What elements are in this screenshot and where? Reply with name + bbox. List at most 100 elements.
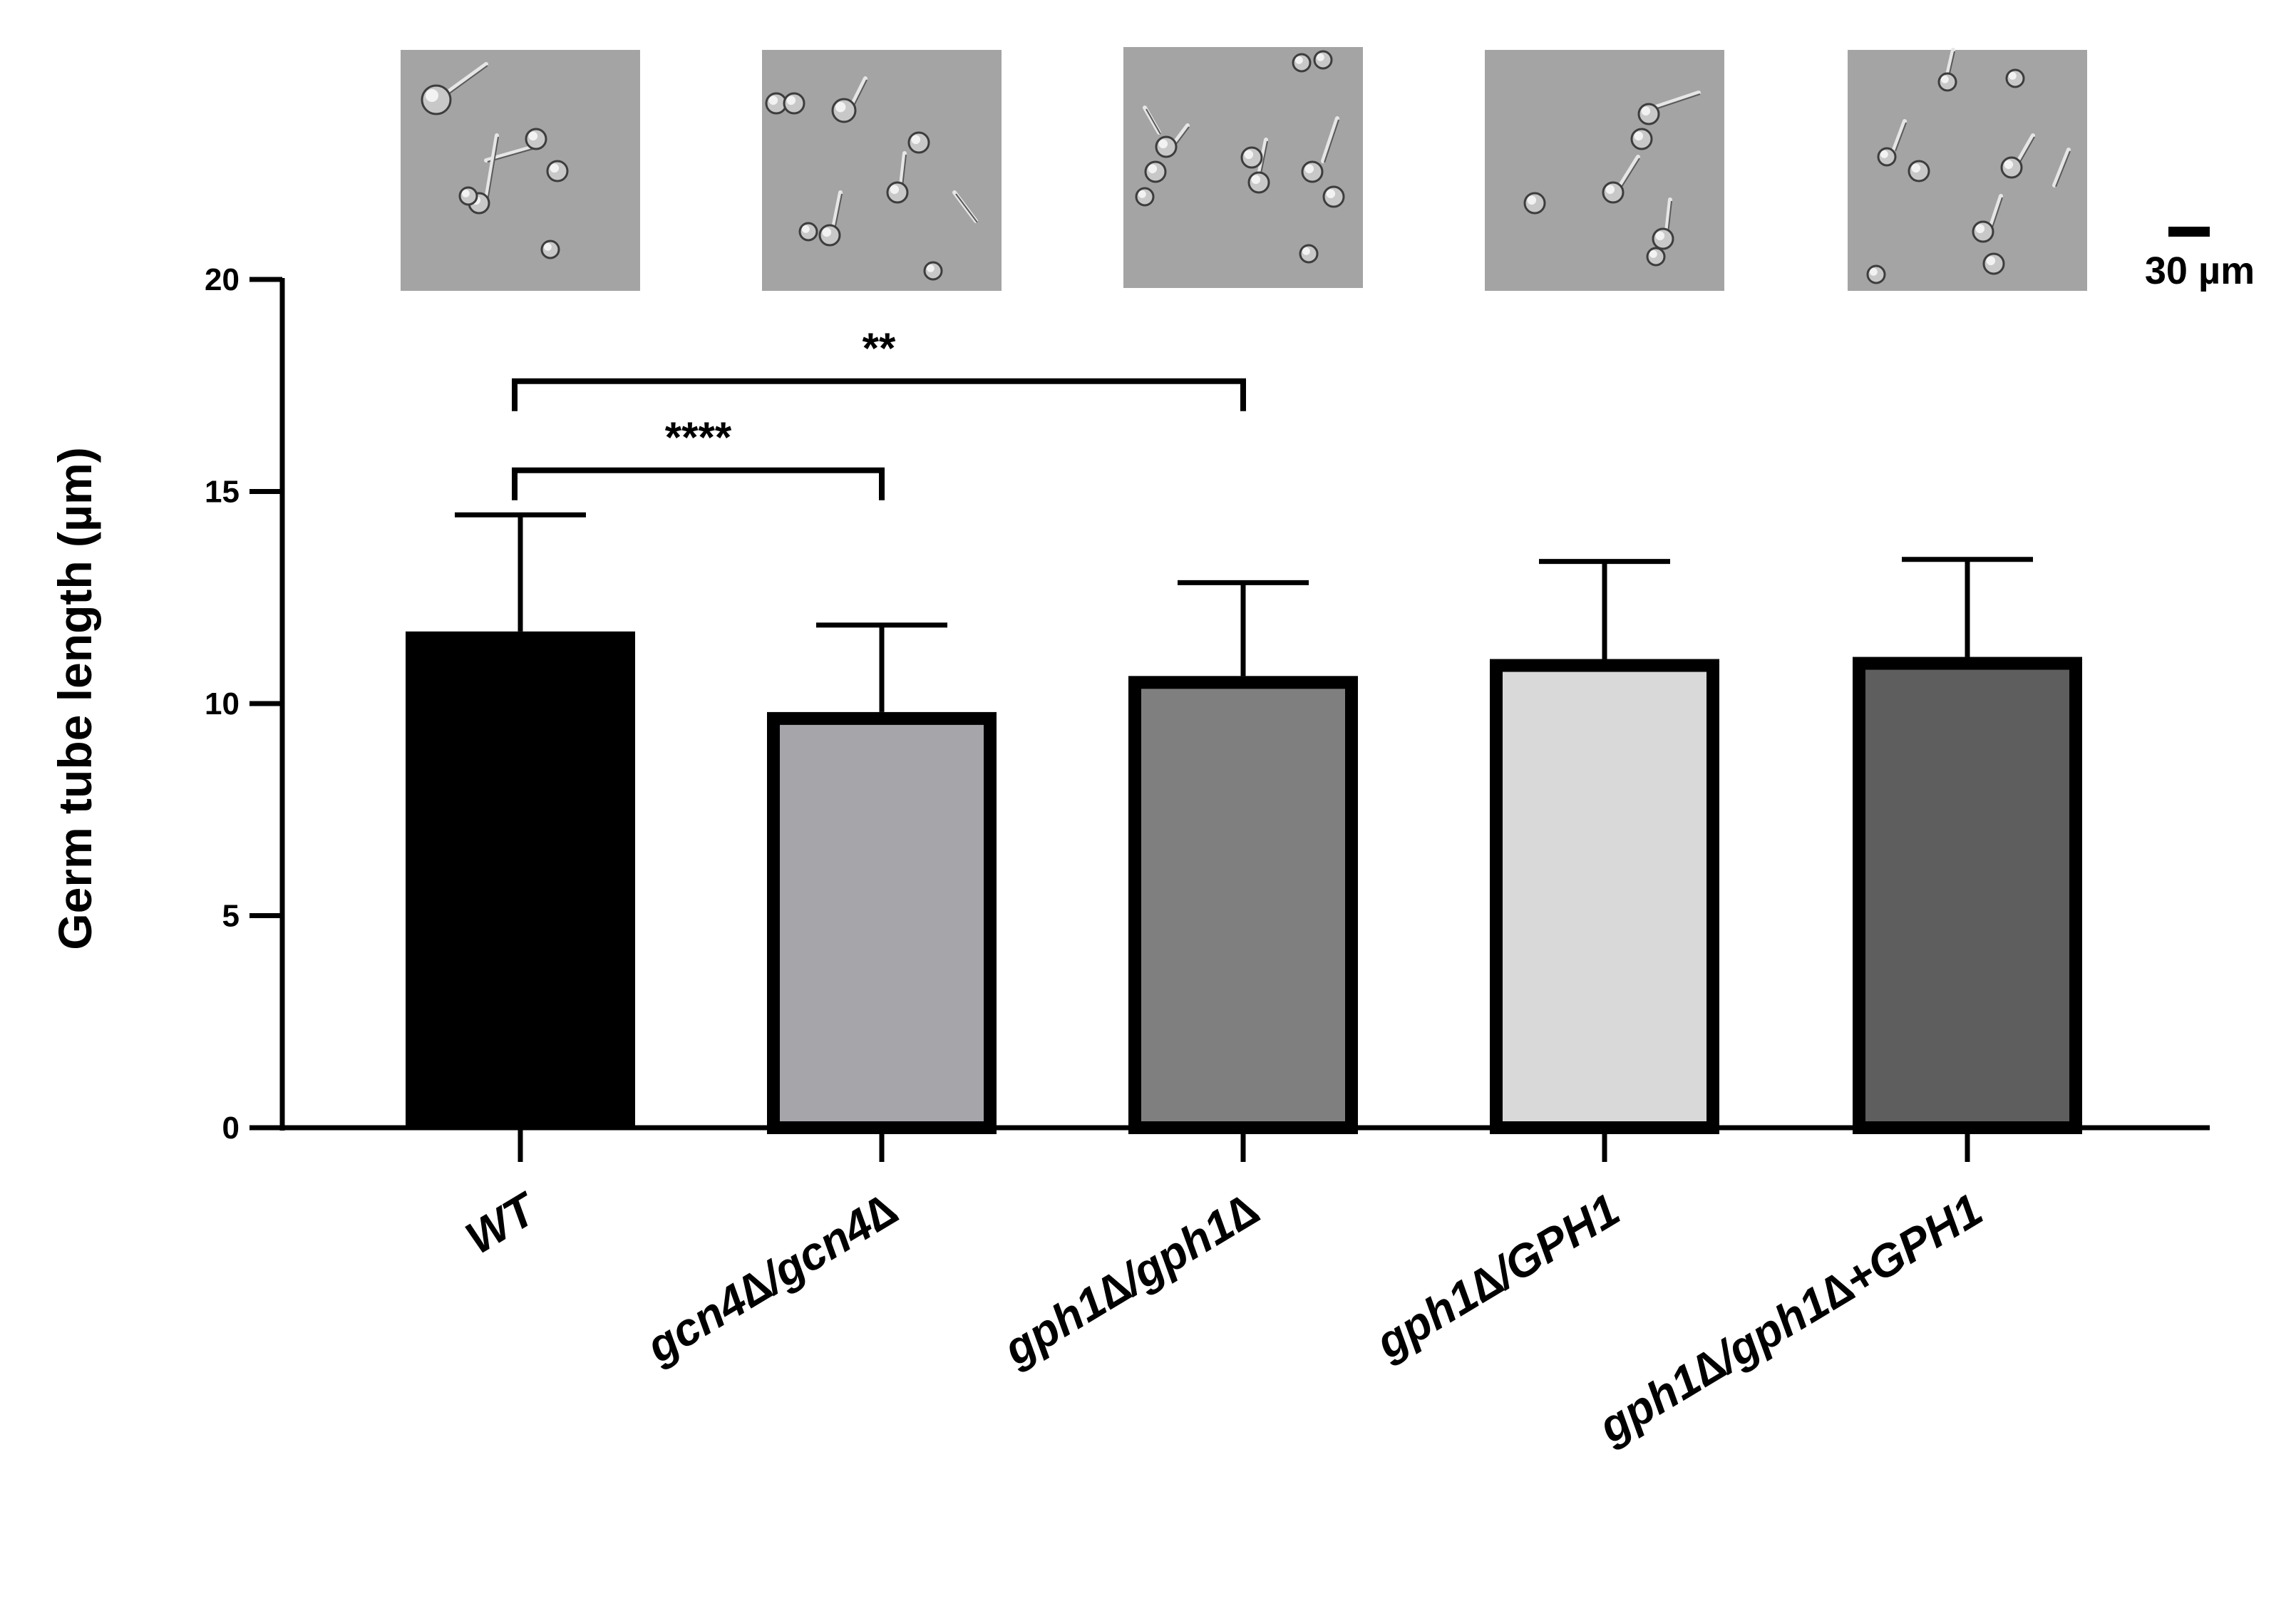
micrograph-background-4 <box>1848 50 2087 291</box>
hypha <box>1945 48 1955 77</box>
micrograph-background-1 <box>762 50 1002 291</box>
scale-bar: 30 µm <box>2145 227 2255 292</box>
hypha <box>1664 197 1672 234</box>
yeast-cell-highlight <box>1138 190 1146 198</box>
hypha <box>2052 148 2071 187</box>
yeast-cell-highlight <box>835 102 846 113</box>
hypha-shadow <box>1657 93 1701 109</box>
yeast-cell-highlight <box>1244 150 1254 160</box>
y-tick-label-0: 0 <box>222 1111 240 1146</box>
yeast-cell-highlight <box>1641 106 1651 116</box>
yeast-cell-highlight <box>768 96 778 106</box>
hypha-shadow <box>487 147 538 163</box>
bar-2 <box>1128 676 1358 1134</box>
yeast-cell-highlight <box>890 185 900 195</box>
yeast-cell-highlight <box>1295 56 1303 64</box>
scale-bar-label: 30 µm <box>2145 249 2255 292</box>
hypha-shadow <box>2055 150 2071 187</box>
x-tick-label-1: gcn4∆/gcn4∆ <box>637 1183 905 1373</box>
yeast-cell-highlight <box>1317 53 1324 61</box>
hypha <box>1892 119 1907 152</box>
yeast-cell-highlight <box>1649 250 1657 258</box>
hypha-shadow <box>1621 158 1640 187</box>
yeast-cell-highlight <box>1911 163 1921 173</box>
hypha <box>831 190 843 230</box>
yeast-cell-highlight <box>1880 150 1888 158</box>
micrographs <box>401 47 2087 291</box>
bar-3 <box>1490 659 1719 1134</box>
yeast-cell-highlight <box>528 131 538 141</box>
hypha-shadow <box>1667 200 1672 234</box>
x-tick-label-4: gph1∆/gph1∆+GPH1 <box>1589 1183 1991 1453</box>
yeast-cell-highlight <box>2009 72 2017 80</box>
hypha <box>1988 194 2003 230</box>
yeast-cell-highlight <box>786 96 796 106</box>
micrograph-0 <box>401 50 640 291</box>
hypha-shadow <box>1324 119 1339 163</box>
hypha <box>2017 133 2035 163</box>
yeast-cell-highlight <box>462 190 470 197</box>
yeast-cell-highlight <box>911 135 921 145</box>
hypha-shadow <box>448 65 488 95</box>
x-tick-label-2: gph1∆/gph1∆ <box>994 1183 1267 1375</box>
hypha-shadow <box>2019 136 2035 163</box>
micrograph-2 <box>1123 47 1363 288</box>
y-tick-label-4: 20 <box>205 262 240 297</box>
bar-4 <box>1853 657 2082 1134</box>
bar-1 <box>767 711 997 1134</box>
yeast-cell-highlight <box>927 264 935 272</box>
y-tick-label-3: 15 <box>205 475 240 510</box>
yeast-cell-highlight <box>1302 247 1310 255</box>
hypha <box>899 151 907 187</box>
hypha <box>1321 116 1339 163</box>
hypha-shadow <box>1895 122 1907 152</box>
error-bars <box>455 512 2033 712</box>
significance-label-1: ** <box>863 324 896 372</box>
yeast-cell-highlight <box>1148 164 1158 174</box>
significance-bracket-0 <box>512 467 885 500</box>
hypha-shadow <box>852 79 868 109</box>
micrograph-4 <box>1848 48 2087 291</box>
yeast-cell-highlight <box>822 227 832 237</box>
hypha <box>1618 155 1640 187</box>
yeast-cell-highlight <box>1304 164 1314 174</box>
yeast-cell-highlight <box>1605 185 1615 195</box>
hypha <box>1654 91 1701 109</box>
yeast-cell-highlight <box>1941 76 1949 83</box>
hypha-shadow <box>955 193 978 223</box>
yeast-cell-highlight <box>544 243 552 251</box>
x-tick-label-0: WT <box>457 1182 547 1264</box>
significance-label-0: **** <box>665 413 732 461</box>
yeast-cell-highlight <box>1975 224 1985 234</box>
significance-brackets: ****** <box>512 324 1246 500</box>
y-axis-label: Germ tube length (µm) <box>48 447 101 950</box>
hypha-shadow <box>1260 140 1268 177</box>
micrograph-3 <box>1485 50 1724 291</box>
significance-bracket-1 <box>512 378 1246 411</box>
yeast-cell-highlight <box>1527 195 1537 205</box>
micrograph-background-3 <box>1485 50 1724 291</box>
x-tick-label-3: gph1∆/GPH1 <box>1366 1183 1628 1369</box>
category-labels: WT gcn4∆/gcn4∆ gph1∆/gph1∆ gph1∆/GPH1gph1∆/… <box>457 1182 1991 1453</box>
micrograph-1 <box>762 50 1002 291</box>
yeast-cell-highlight <box>1986 256 1996 266</box>
bar-0 <box>406 631 635 1130</box>
yeast-cell-highlight <box>1870 268 1878 276</box>
hypha-shadow <box>834 193 843 230</box>
y-tick-label-2: 10 <box>205 686 240 721</box>
axes: 0 5 10 15 20 <box>205 262 2210 1162</box>
yeast-cell-highlight <box>426 89 438 102</box>
hypha <box>445 62 488 95</box>
hypha-shadow <box>1991 197 2003 230</box>
yeast-cell-highlight <box>2004 160 2014 170</box>
hypha-shadow <box>902 154 907 187</box>
hypha <box>484 133 499 202</box>
yeast-cell-highlight <box>802 225 810 233</box>
yeast-cell-highlight <box>1634 131 1644 141</box>
yeast-cell-highlight <box>1326 189 1336 199</box>
scale-bar-line <box>2168 227 2210 237</box>
hypha-shadow <box>1146 108 1161 135</box>
y-tick-label-1: 5 <box>222 899 240 934</box>
yeast-cell-highlight <box>550 163 560 173</box>
